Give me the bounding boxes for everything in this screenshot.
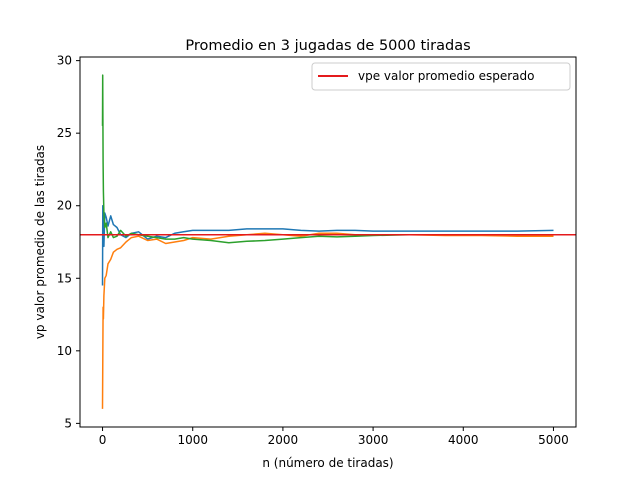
- x-tick-label: 2000: [268, 433, 299, 447]
- plot-area: [80, 74, 576, 409]
- plot-frame: [79, 56, 577, 428]
- y-axis-label: vp valor promedio de las tiradas: [33, 145, 47, 339]
- legend-box: [311, 62, 571, 91]
- series-line-1: [101, 204, 554, 286]
- y-tick-label: 15: [57, 271, 72, 285]
- x-tick-label: 1000: [177, 433, 208, 447]
- y-tick-label: 20: [57, 199, 72, 213]
- chart-title: Promedio en 3 jugadas de 5000 tiradas: [185, 38, 470, 54]
- x-tick-label: 4000: [448, 433, 479, 447]
- y-tick-label: 5: [64, 416, 72, 430]
- y-tick-label: 30: [57, 54, 72, 68]
- y-tick-label: 10: [57, 344, 72, 358]
- legend-entry: vpe valor promedio esperado: [358, 69, 534, 83]
- y-tick-label: 25: [57, 126, 72, 140]
- legend: vpe valor promedio esperado: [311, 62, 571, 91]
- x-tick-label: 3000: [358, 433, 389, 447]
- series-line-3: [101, 74, 554, 244]
- axis-ticks: 0 1000 2000 3000 4000 5000 5 10 15 20 25 30: [57, 54, 569, 447]
- x-tick-label: 0: [99, 433, 107, 447]
- x-axis-label: n (número de tiradas): [262, 456, 393, 470]
- x-tick-label: 5000: [538, 433, 569, 447]
